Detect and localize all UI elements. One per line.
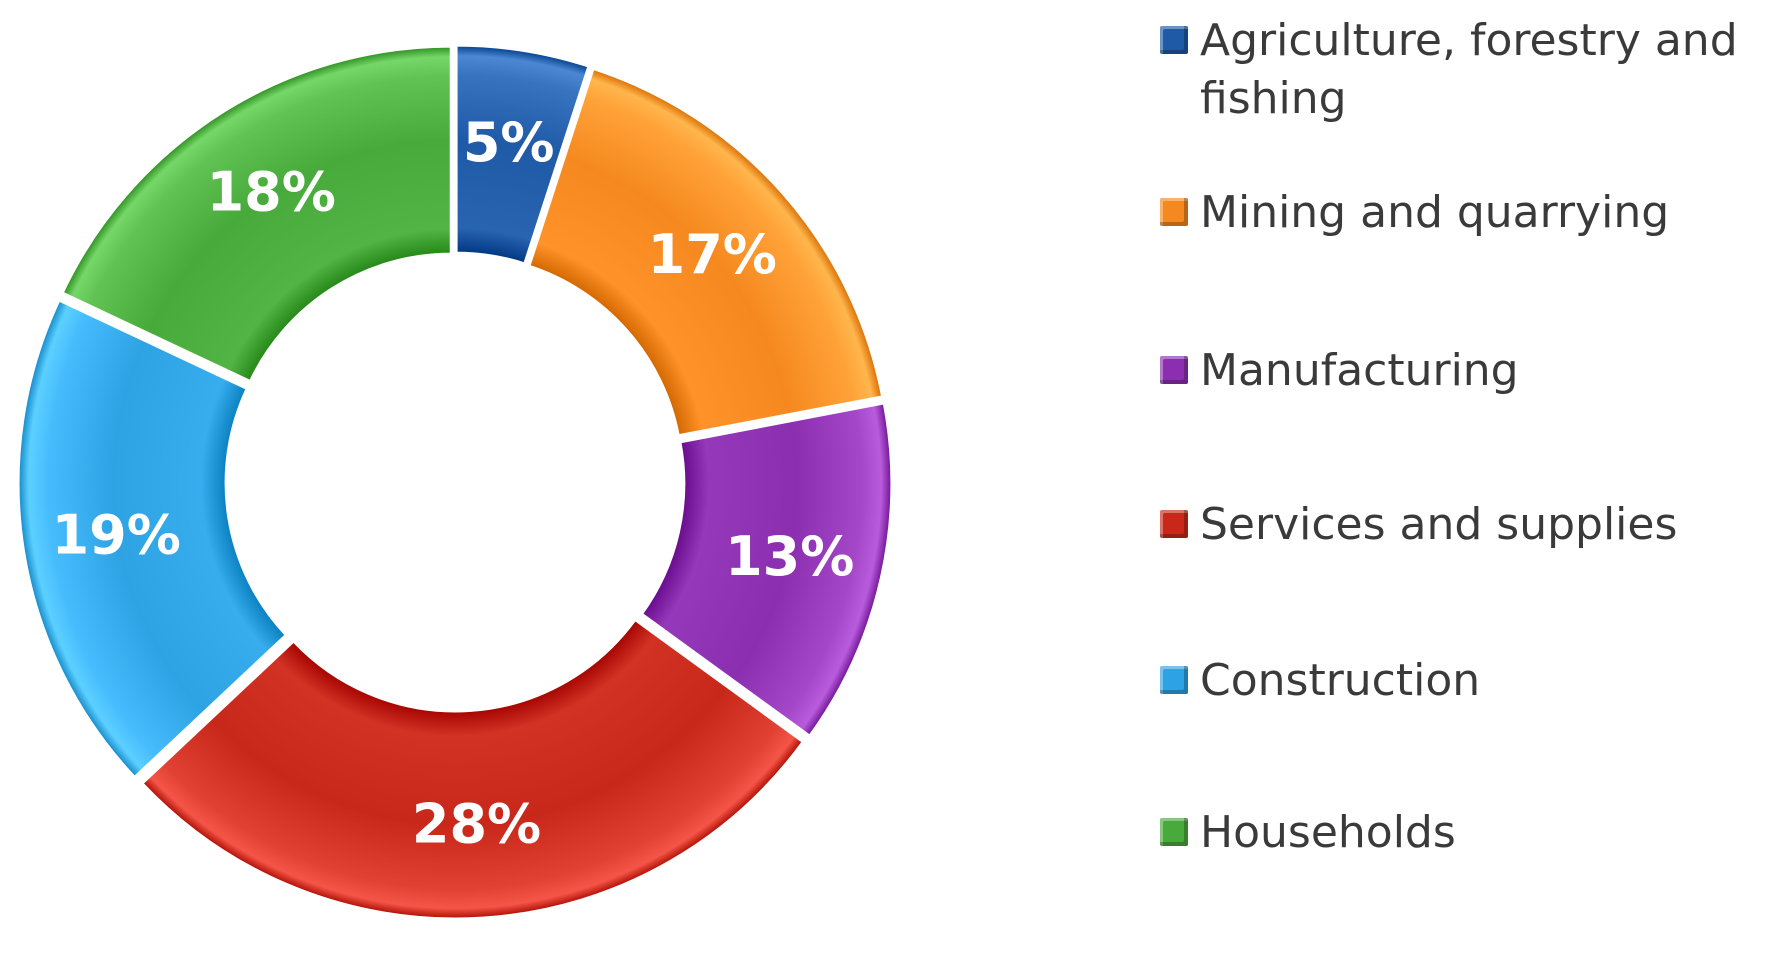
legend-label: Agriculture, forestry and fishing <box>1200 15 1738 124</box>
donut-slice-5 <box>60 44 453 384</box>
legend-label: Construction <box>1200 655 1481 706</box>
legend-swatch <box>1160 26 1188 54</box>
donut-slice-labels: 5% 17% 13% 28% 19% 18% <box>52 111 855 855</box>
donut-slice-1 <box>526 66 885 438</box>
donut-slices <box>16 43 894 921</box>
legend-swatch <box>1160 356 1188 384</box>
slice-value-label-3: 28% <box>412 792 541 855</box>
legend-item-3: Services and supplies <box>1160 496 1760 554</box>
legend-swatch <box>1160 198 1188 226</box>
legend-item-2: Manufacturing <box>1160 342 1760 400</box>
slice-value-label-2: 13% <box>725 525 854 588</box>
legend-item-4: Construction <box>1160 652 1760 710</box>
slice-value-label-1: 17% <box>648 223 777 286</box>
slice-value-label-4: 19% <box>52 504 181 567</box>
legend-swatch <box>1160 666 1188 694</box>
legend-label: Mining and quarrying <box>1200 187 1670 238</box>
legend-swatch <box>1160 818 1188 846</box>
slice-value-label-0: 5% <box>463 111 555 174</box>
legend-label: Households <box>1200 807 1456 858</box>
legend-label: Manufacturing <box>1200 345 1519 396</box>
legend-item-0: Agriculture, forestry and fishing <box>1160 12 1760 128</box>
donut-slice-3 <box>139 617 806 921</box>
legend-swatch <box>1160 510 1188 538</box>
legend-label: Services and supplies <box>1200 499 1678 550</box>
donut-slice-0 <box>454 43 591 266</box>
donut-slice-4 <box>16 298 289 780</box>
legend-item-1: Mining and quarrying <box>1160 184 1760 242</box>
slice-value-label-5: 18% <box>207 160 336 223</box>
legend-item-5: Households <box>1160 804 1760 862</box>
donut-slice-2 <box>639 401 894 739</box>
